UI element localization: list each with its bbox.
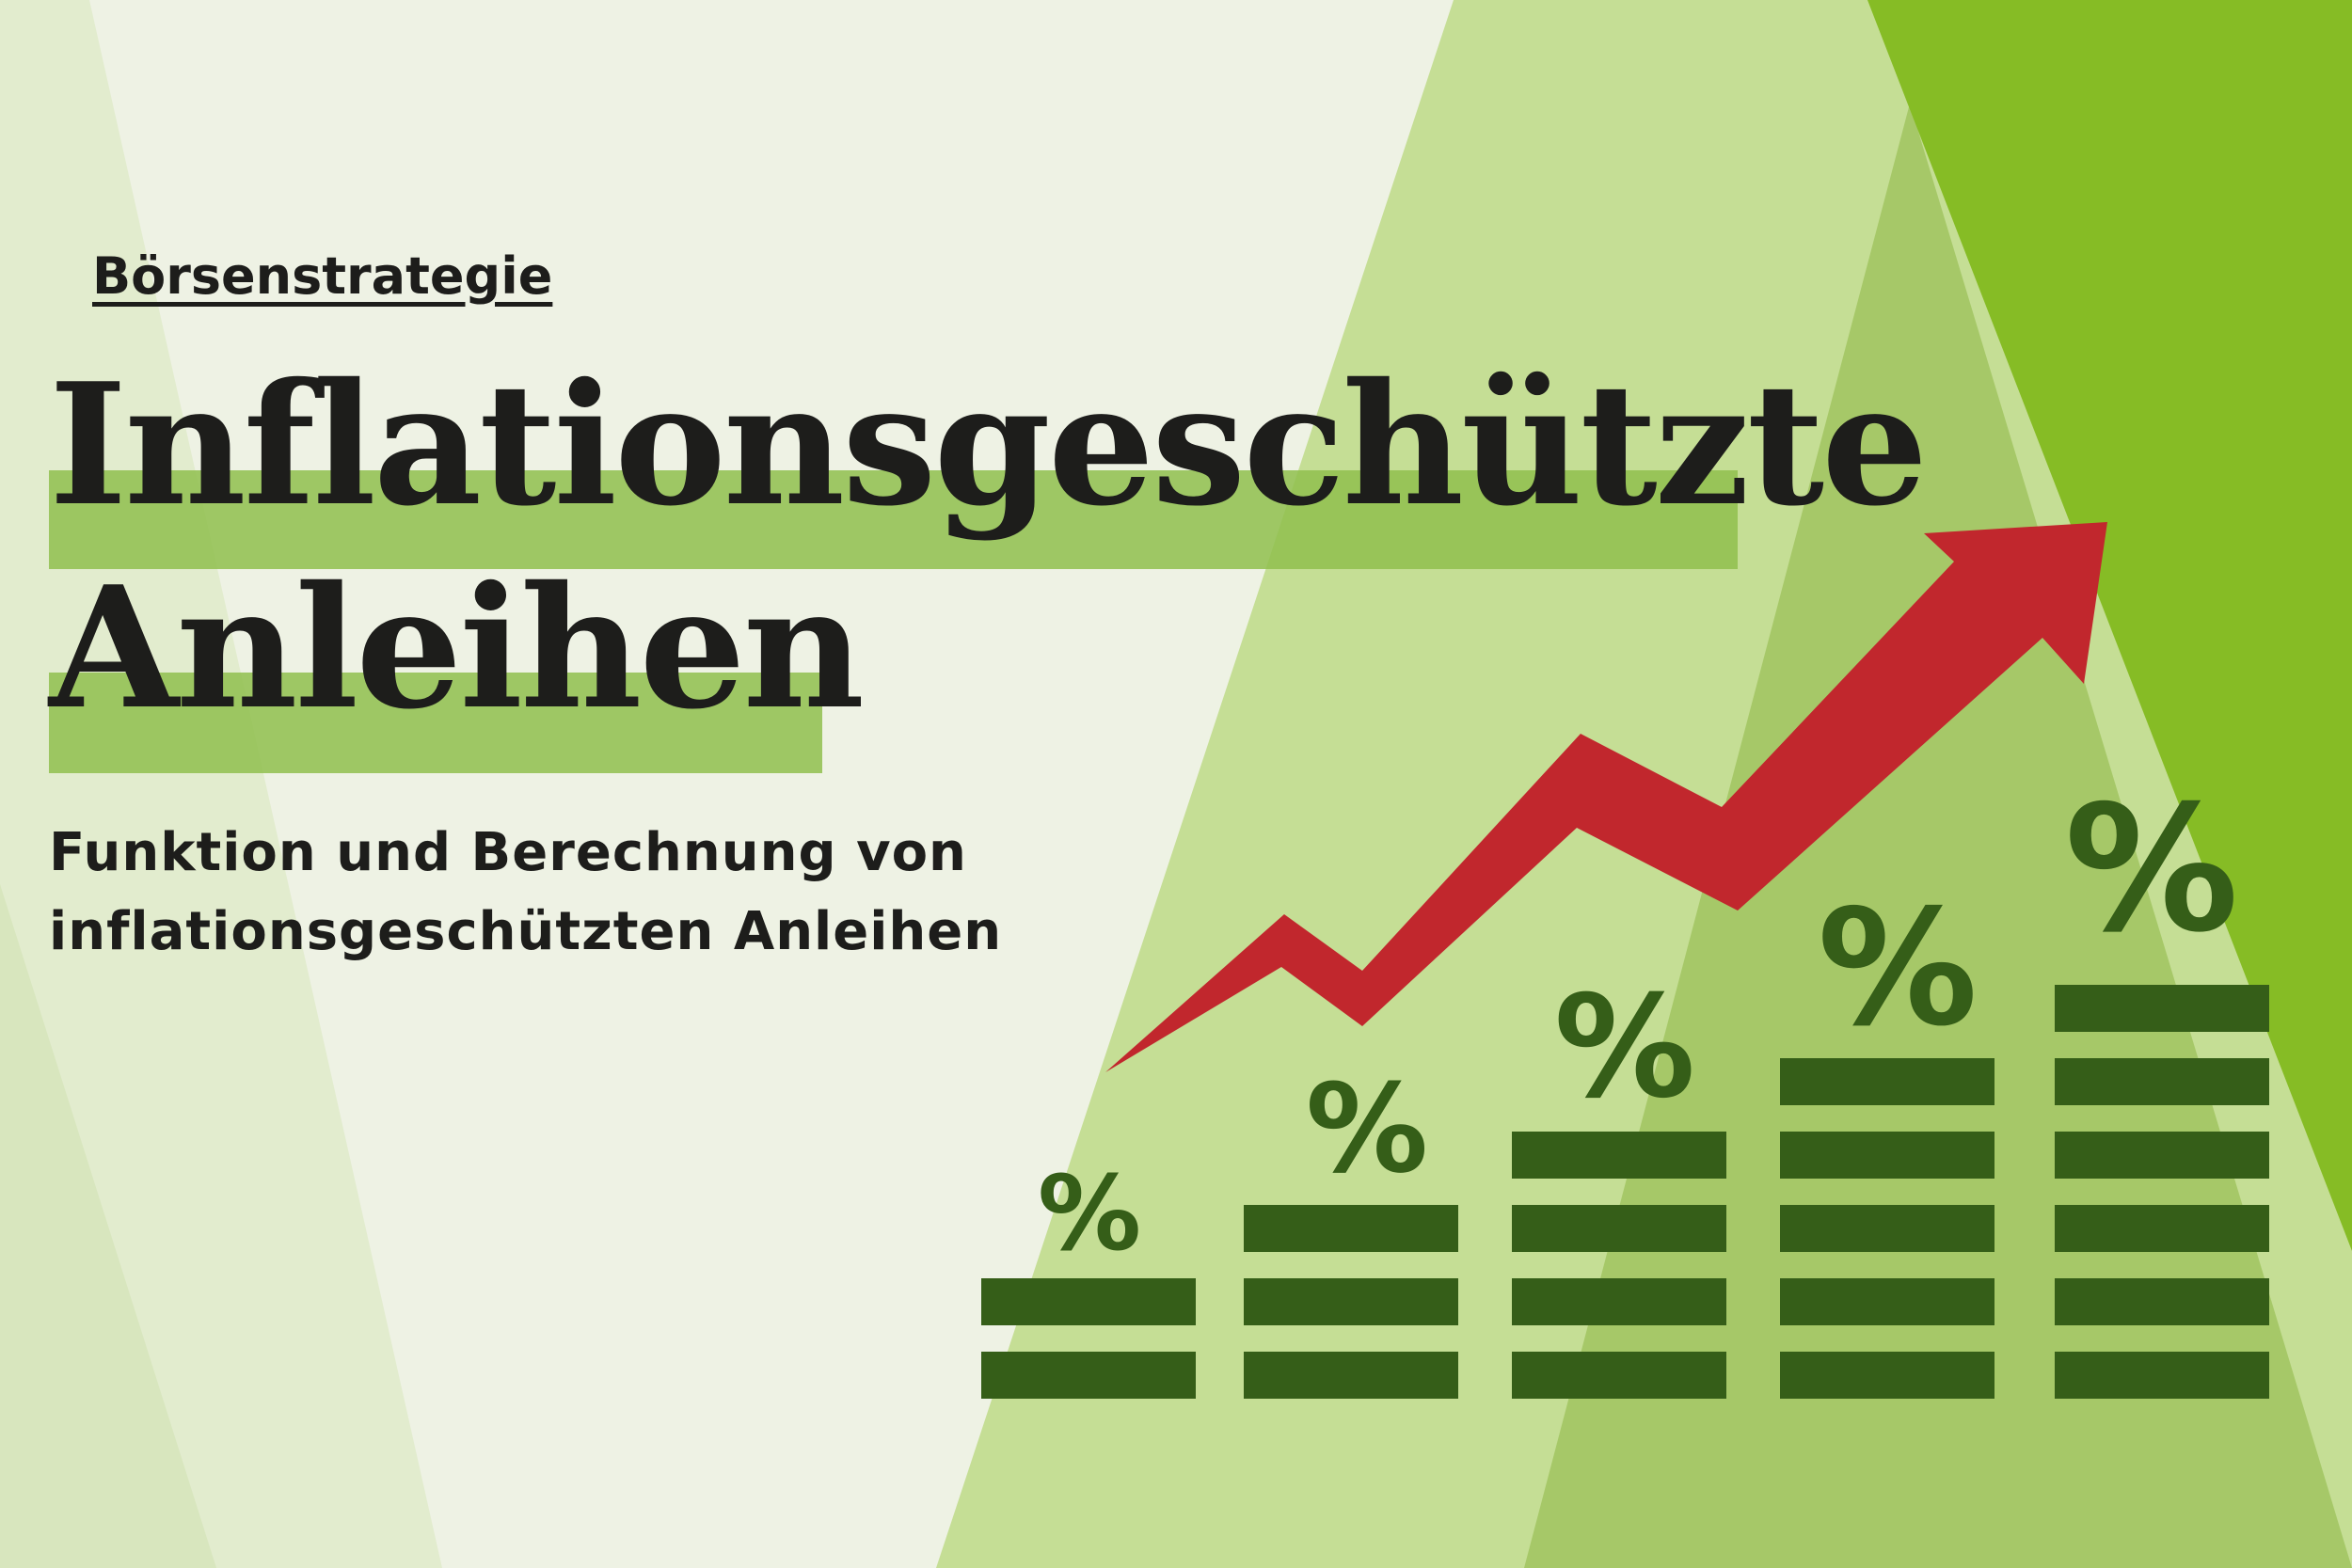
stack-bar bbox=[981, 1352, 1196, 1399]
subtitle-line-1: Funktion und Berechnung von bbox=[49, 822, 967, 883]
subtitle-line-2: inflationsgeschützten Anleihen bbox=[49, 901, 1003, 962]
stack-bar bbox=[1780, 1132, 1994, 1179]
subtitle: Funktion und Berechnung von inflationsge… bbox=[49, 814, 1084, 972]
title-highlight-2 bbox=[49, 673, 822, 773]
category-kicker: Börsenstrategie bbox=[92, 246, 553, 306]
stack-bar bbox=[2055, 1278, 2269, 1325]
percent-icon: % bbox=[1038, 1153, 1141, 1274]
stack-column-5: % bbox=[2055, 768, 2269, 1399]
stack-bar bbox=[1512, 1352, 1726, 1399]
stack-bar bbox=[1780, 1352, 1994, 1399]
percent-icon: % bbox=[1818, 876, 1978, 1062]
stack-bar bbox=[1244, 1205, 1458, 1252]
title-highlight-1 bbox=[49, 470, 1738, 569]
percent-icon: % bbox=[1306, 1057, 1428, 1200]
stack-bar bbox=[1780, 1278, 1994, 1325]
stack-bar bbox=[1512, 1132, 1726, 1179]
page-title-line-1: Inflationsgeschützte bbox=[49, 346, 1928, 543]
stack-bar bbox=[2055, 1205, 2269, 1252]
stack-bar bbox=[1244, 1278, 1458, 1325]
stack-bar bbox=[981, 1278, 1196, 1325]
stack-bar bbox=[1780, 1205, 1994, 1252]
stack-bar bbox=[1780, 1058, 1994, 1105]
page-title-line-2: Anleihen bbox=[49, 549, 865, 746]
trend-up-arrow-icon bbox=[1105, 522, 2107, 1072]
stack-bar bbox=[1512, 1278, 1726, 1325]
percent-icon: % bbox=[1554, 966, 1695, 1130]
stack-column-4: % bbox=[1780, 876, 1994, 1399]
stack-bar bbox=[1512, 1205, 1726, 1252]
stack-bar bbox=[2055, 1132, 2269, 1179]
percent-icon: % bbox=[2064, 768, 2238, 971]
stack-column-1: % bbox=[981, 1153, 1196, 1399]
stack-bar bbox=[2055, 985, 2269, 1032]
stack-bar bbox=[2055, 1058, 2269, 1105]
stack-bar bbox=[1244, 1352, 1458, 1399]
stack-column-3: % bbox=[1512, 966, 1726, 1399]
stack-column-2: % bbox=[1244, 1057, 1458, 1399]
stack-bar bbox=[2055, 1352, 2269, 1399]
